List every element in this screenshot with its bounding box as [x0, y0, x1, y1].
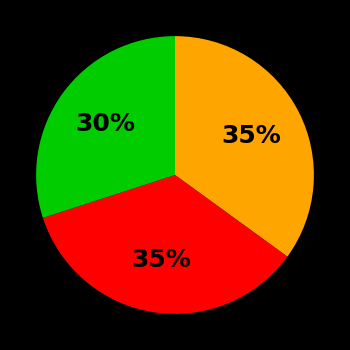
- Text: 35%: 35%: [222, 124, 282, 148]
- Wedge shape: [43, 175, 287, 314]
- Text: 35%: 35%: [132, 248, 191, 272]
- Wedge shape: [175, 36, 314, 257]
- Wedge shape: [36, 36, 175, 218]
- Text: 30%: 30%: [75, 112, 135, 136]
